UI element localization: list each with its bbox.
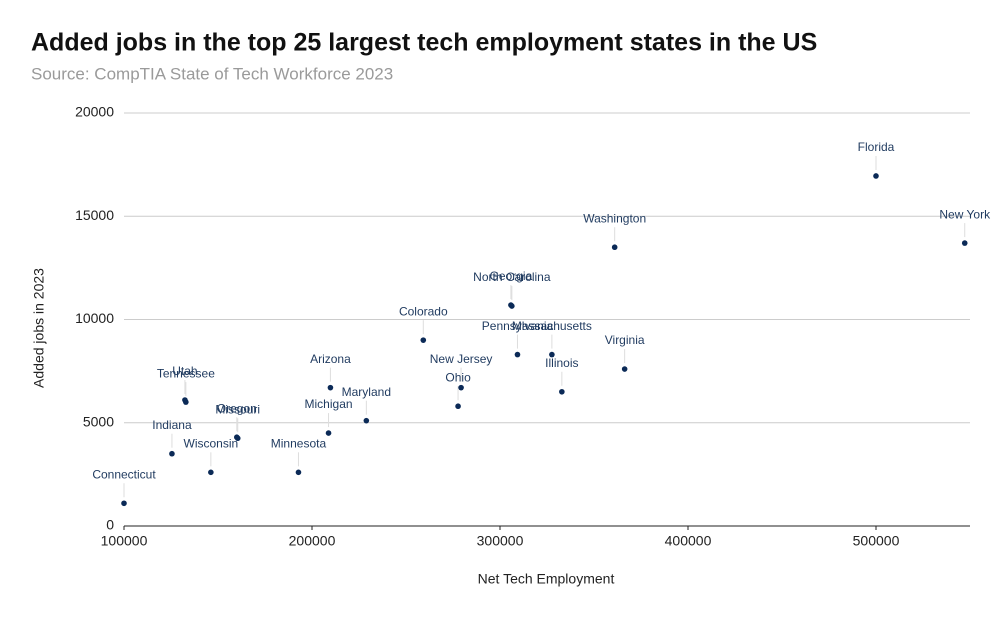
point	[455, 403, 461, 410]
point-label: Wisconsin	[184, 436, 239, 450]
point-label: Utah	[172, 364, 197, 378]
point-label: Georgia	[490, 269, 533, 283]
point-label: Florida	[858, 140, 895, 154]
point	[873, 173, 879, 179]
point	[621, 366, 628, 372]
y-tick-label: 5000	[83, 413, 114, 429]
point-label: Arizona	[310, 352, 351, 366]
point	[514, 351, 521, 358]
point-label: Pennsylvania	[482, 319, 554, 333]
point	[208, 469, 214, 476]
point-label: Virginia	[605, 333, 645, 347]
point-label: Minnesota	[271, 436, 327, 450]
point-label: Michigan	[305, 397, 353, 411]
chart-title: Added jobs in the top 25 largest tech em…	[31, 29, 817, 57]
point	[458, 384, 464, 391]
point-label: Missouri	[215, 402, 260, 416]
point	[509, 303, 515, 309]
point	[169, 450, 175, 457]
point-label: Connecticut	[92, 467, 156, 481]
point	[295, 469, 302, 476]
x-axis-label: Net Tech Employment	[478, 571, 615, 587]
point-label: Massachusetts	[512, 319, 592, 333]
point-label: Colorado	[399, 304, 448, 318]
point-label: Illinois	[545, 356, 578, 370]
point	[611, 244, 618, 251]
x-tick-label: 100000	[101, 533, 148, 549]
x-tick-label: 200000	[289, 533, 336, 549]
chart-subtitle: Source: CompTIA State of Tech Workforce …	[31, 64, 393, 83]
point	[325, 430, 332, 436]
point-label: Maryland	[342, 385, 391, 399]
y-tick-label: 15000	[75, 207, 114, 223]
point-label: Washington	[583, 211, 646, 225]
x-tick-label: 400000	[665, 533, 712, 549]
x-tick-label: 500000	[853, 533, 900, 549]
y-tick-label: 0	[106, 517, 114, 533]
point-label: Indiana	[152, 418, 192, 432]
point	[183, 399, 189, 405]
point	[234, 435, 241, 442]
y-tick-label: 10000	[75, 310, 114, 326]
point-label: Oregon	[217, 401, 257, 415]
x-tick-label: 300000	[477, 533, 524, 549]
point-label: New Jersey	[430, 352, 493, 366]
point	[961, 240, 968, 246]
y-axis-label: Added jobs in 2023	[31, 268, 47, 388]
point-label: North Carolina	[473, 270, 551, 284]
point	[420, 337, 427, 343]
y-tick-label: 20000	[75, 104, 114, 120]
point-label: New York	[939, 207, 991, 221]
point	[121, 500, 127, 507]
point	[327, 384, 334, 391]
point-label: Ohio	[445, 370, 471, 384]
point	[549, 351, 555, 358]
point	[559, 388, 565, 395]
point-label: Tennessee	[157, 366, 215, 380]
point	[363, 417, 370, 424]
